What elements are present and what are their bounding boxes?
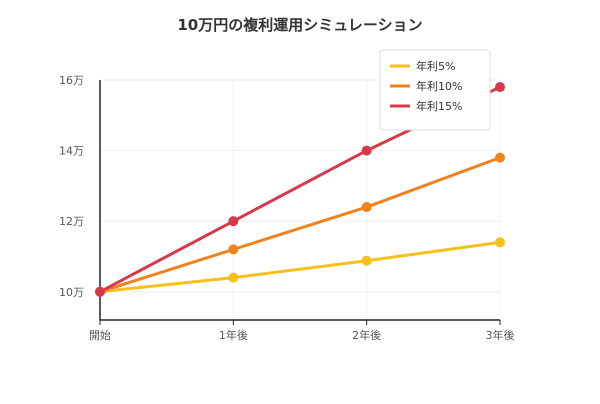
x-tick-label: 1年後 xyxy=(219,328,248,342)
series-lines xyxy=(95,82,505,297)
series-2-point xyxy=(495,152,505,163)
legend: 年利5% 年利10% 年利15% xyxy=(379,49,491,131)
series-2-point xyxy=(228,244,239,255)
legend-label: 年利10% xyxy=(416,79,462,93)
legend-label: 年利15% xyxy=(416,99,462,113)
y-tick-label: 12万 xyxy=(59,215,84,228)
series-1-point xyxy=(495,237,505,248)
series-3-point xyxy=(361,145,372,156)
chart-title: 10万円の複利運用シミュレーション xyxy=(177,16,422,34)
grid xyxy=(100,79,501,320)
series-line-2 xyxy=(98,156,502,294)
y-tick-label: 16万 xyxy=(59,74,84,87)
series-3-point xyxy=(228,216,239,227)
legend-label: 年利5% xyxy=(416,59,455,73)
series-3-point xyxy=(495,82,505,93)
y-tick-label: 14万 xyxy=(59,145,84,158)
x-tick-label: 2年後 xyxy=(352,328,381,342)
legend-box xyxy=(379,49,491,131)
series-3-point xyxy=(95,286,105,297)
series-1-point xyxy=(361,255,372,266)
series-2-point xyxy=(361,202,372,213)
series-line-1 xyxy=(98,240,502,294)
x-tick-label: 3年後 xyxy=(486,328,515,342)
x-tick-label: 開始 xyxy=(89,328,111,342)
y-tick-label: 10万 xyxy=(59,286,84,299)
series-1-point xyxy=(228,272,239,283)
